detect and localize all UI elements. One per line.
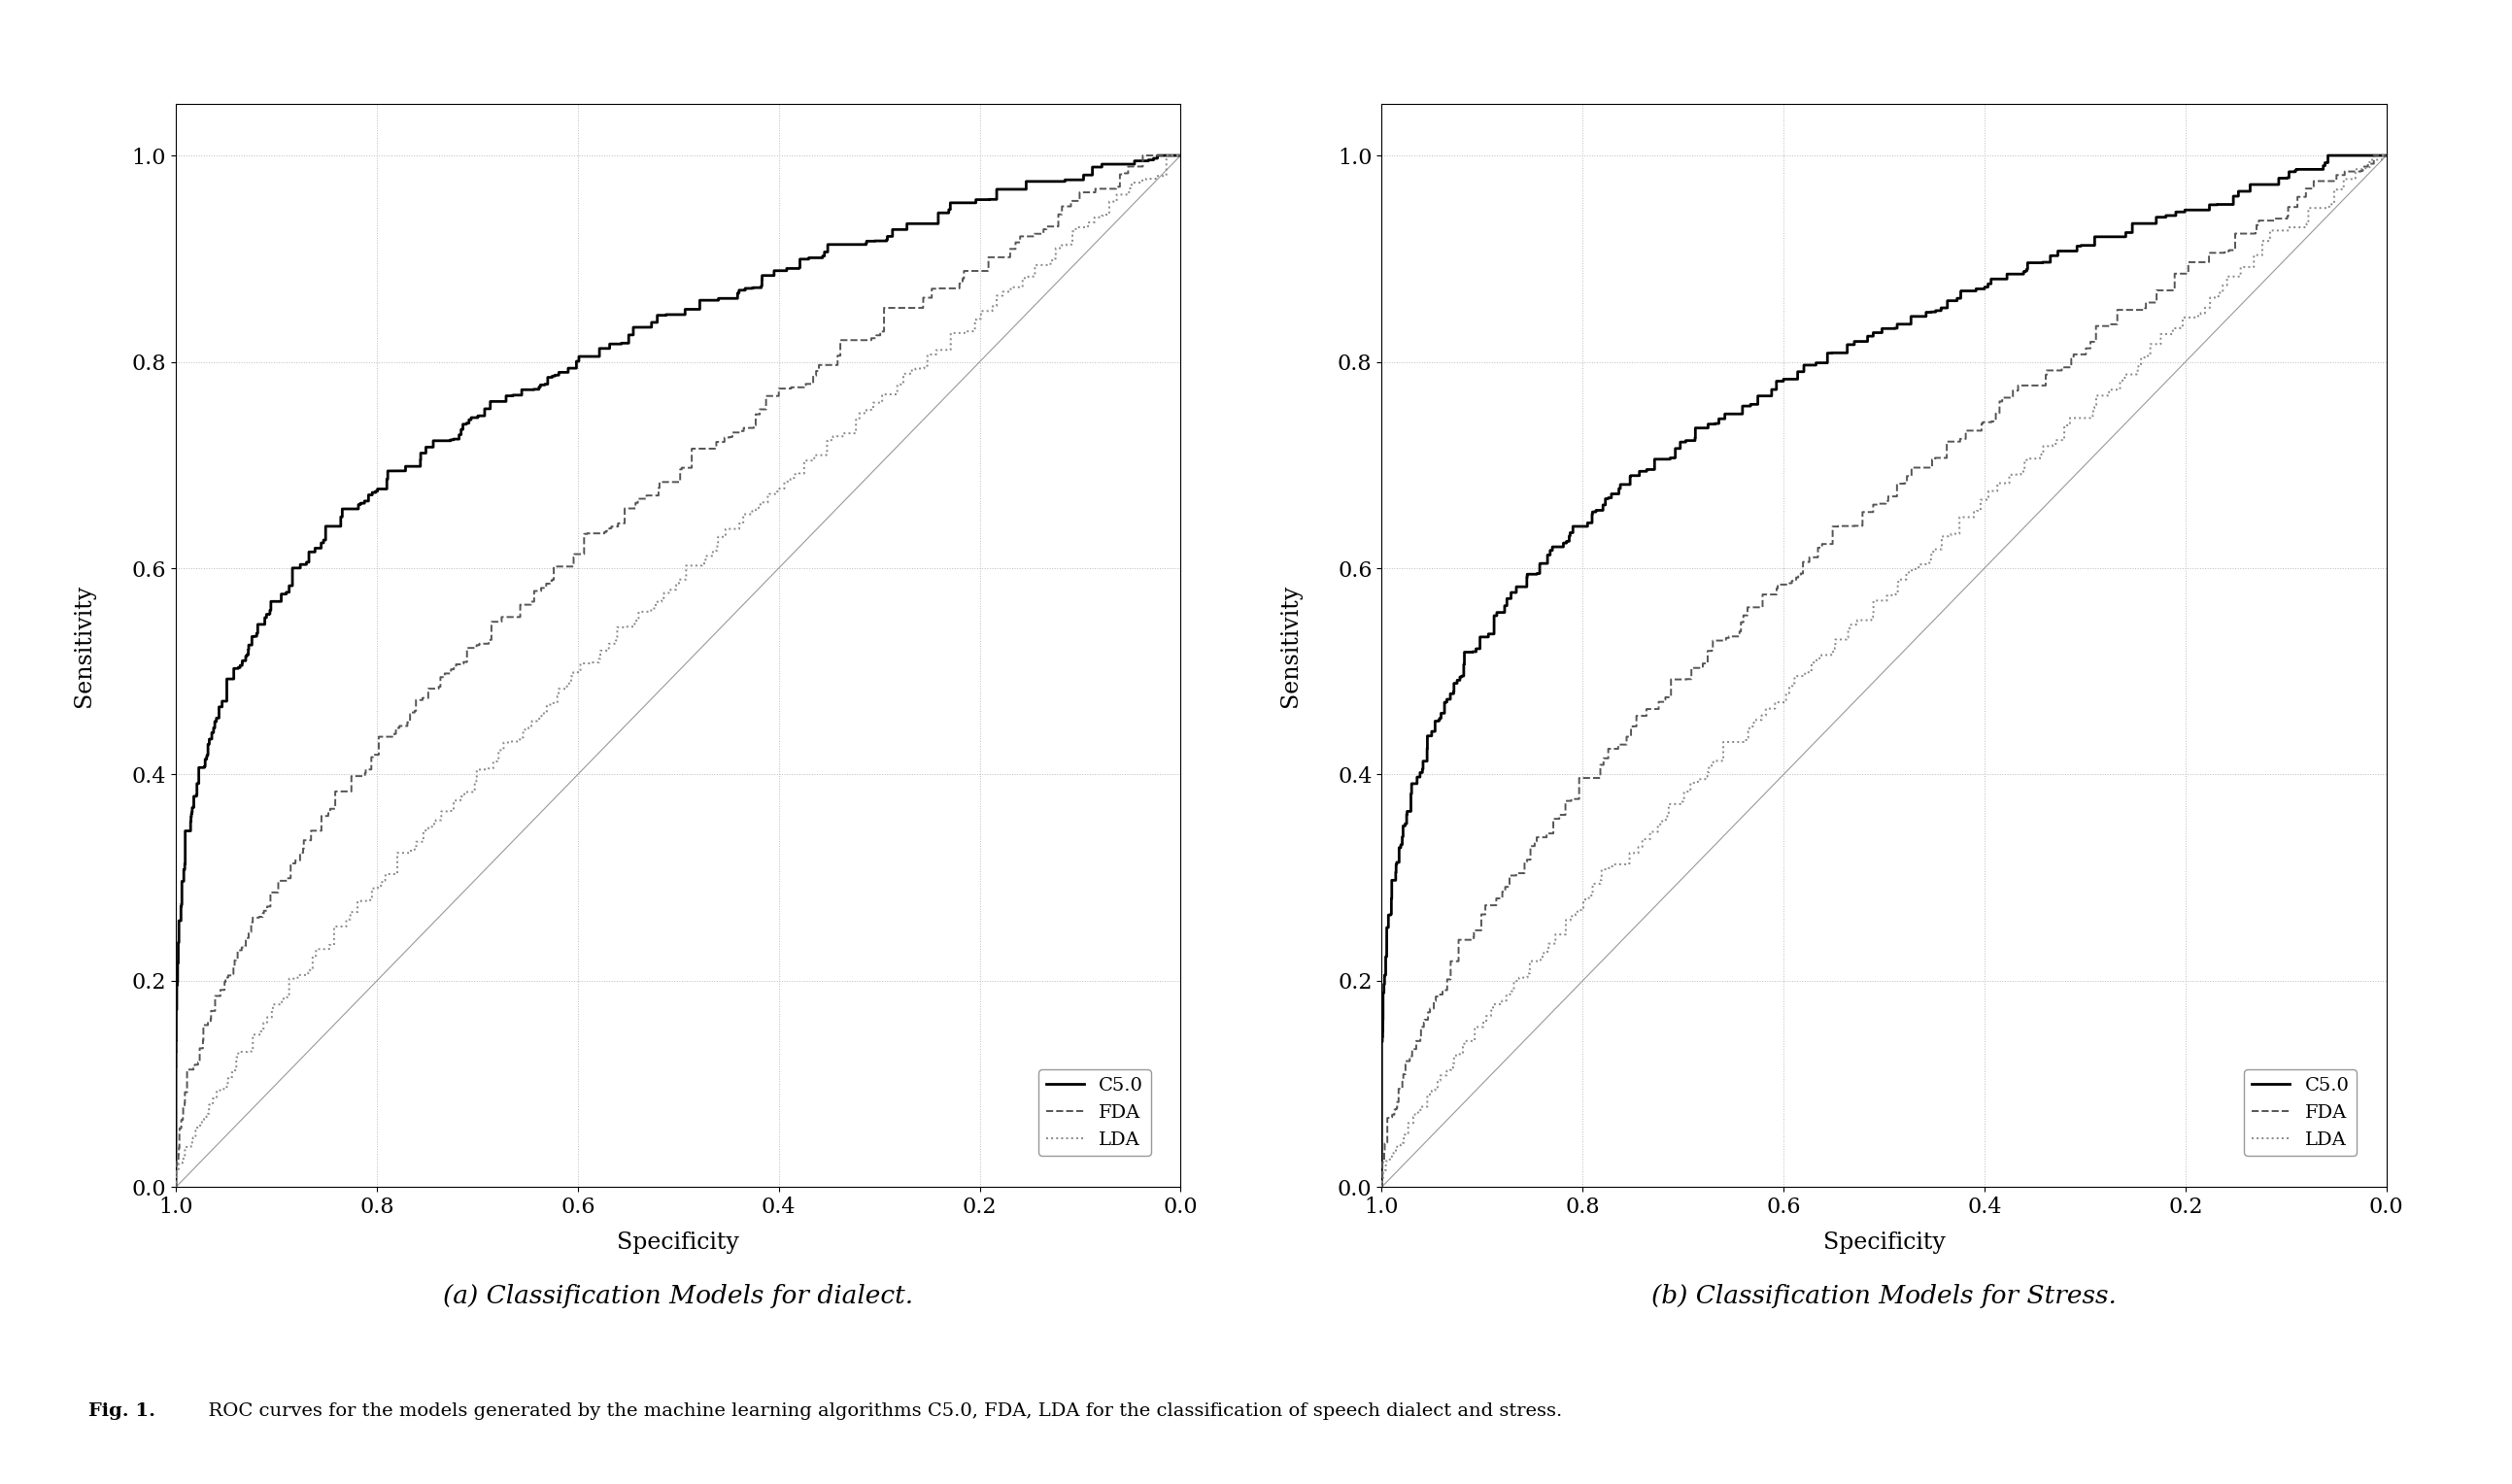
FDA xyxy=(2371,147,2401,165)
C5.0 xyxy=(1844,332,1874,350)
LDA xyxy=(2371,147,2401,165)
LDA xyxy=(1967,491,1997,509)
LDA xyxy=(558,668,588,686)
C5.0 xyxy=(1583,502,1613,519)
FDA xyxy=(716,429,746,447)
C5.0 xyxy=(756,267,786,285)
LDA xyxy=(374,865,404,883)
LDA xyxy=(987,283,1017,301)
C5.0 xyxy=(1367,1178,1397,1196)
LDA xyxy=(1841,616,1871,634)
FDA xyxy=(2221,242,2251,260)
Legend: C5.0, FDA, LDA: C5.0, FDA, LDA xyxy=(1037,1070,1150,1156)
LDA xyxy=(1570,890,1600,908)
FDA xyxy=(1166,147,1196,165)
FDA xyxy=(847,331,877,349)
LDA xyxy=(161,1178,191,1196)
FDA xyxy=(1570,769,1600,787)
C5.0 xyxy=(1992,270,2022,288)
FDA xyxy=(1751,586,1781,604)
C5.0 xyxy=(2314,147,2344,165)
FDA xyxy=(1010,227,1040,245)
LDA xyxy=(1367,1178,1397,1196)
FDA xyxy=(2070,346,2100,364)
FDA xyxy=(1794,554,1824,571)
FDA xyxy=(603,518,633,536)
C5.0 xyxy=(570,347,600,365)
LDA xyxy=(2226,258,2256,276)
LDA xyxy=(2095,387,2125,405)
Line: LDA: LDA xyxy=(1382,156,2386,1187)
Line: FDA: FDA xyxy=(176,156,1181,1187)
FDA xyxy=(543,558,573,576)
LDA xyxy=(1163,147,1193,165)
Y-axis label: Sensitivity: Sensitivity xyxy=(73,585,95,706)
LDA xyxy=(1166,147,1196,165)
X-axis label: Specificity: Specificity xyxy=(618,1232,739,1254)
LDA xyxy=(1786,668,1816,686)
C5.0 xyxy=(1017,172,1048,190)
FDA xyxy=(1140,147,1171,165)
FDA xyxy=(1367,1178,1397,1196)
Text: (a) Classification Models for dialect.: (a) Classification Models for dialect. xyxy=(442,1284,914,1307)
Line: LDA: LDA xyxy=(176,156,1181,1187)
C5.0 xyxy=(372,470,402,488)
FDA xyxy=(161,1178,191,1196)
Legend: C5.0, FDA, LDA: C5.0, FDA, LDA xyxy=(2243,1070,2356,1156)
C5.0 xyxy=(636,319,666,337)
Text: Fig. 1.: Fig. 1. xyxy=(88,1402,156,1420)
Text: ROC curves for the models generated by the machine learning algorithms C5.0, FDA: ROC curves for the models generated by t… xyxy=(196,1402,1562,1420)
LDA xyxy=(728,506,759,524)
Line: C5.0: C5.0 xyxy=(1382,156,2386,1187)
LDA xyxy=(613,617,643,635)
C5.0 xyxy=(1148,147,1178,165)
X-axis label: Specificity: Specificity xyxy=(1824,1232,1944,1254)
C5.0 xyxy=(161,1178,191,1196)
C5.0 xyxy=(2371,147,2401,165)
Y-axis label: Sensitivity: Sensitivity xyxy=(1279,585,1301,706)
C5.0 xyxy=(2256,175,2286,193)
LDA xyxy=(872,386,902,404)
Line: C5.0: C5.0 xyxy=(176,156,1181,1187)
FDA xyxy=(357,748,387,766)
C5.0 xyxy=(2113,224,2143,242)
C5.0 xyxy=(852,233,882,251)
C5.0 xyxy=(1166,147,1196,165)
FDA xyxy=(1927,450,1957,467)
Line: FDA: FDA xyxy=(1382,156,2386,1187)
Text: (b) Classification Models for Stress.: (b) Classification Models for Stress. xyxy=(1650,1284,2118,1307)
C5.0 xyxy=(1784,362,1814,380)
